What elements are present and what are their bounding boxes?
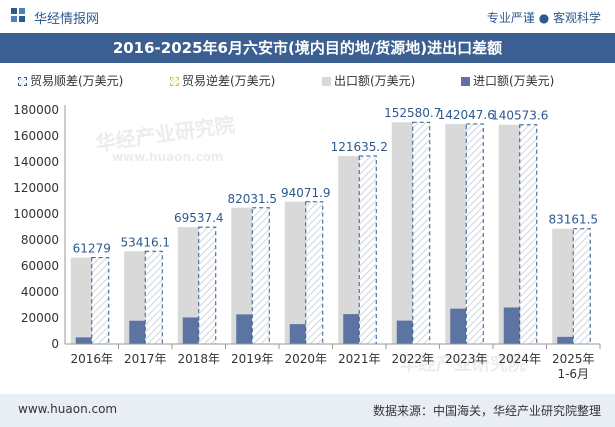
surplus-data-label: 83161.5 [548,213,598,227]
y-tick-label: 120000 [13,181,59,195]
surplus-data-label: 152580.7 [384,106,441,120]
y-tick-label: 0 [51,337,59,351]
export-bar [498,124,521,344]
import-bar [236,314,253,344]
import-bar [182,317,199,344]
legend-label-deficit: 贸易逆差(万美元) [182,74,276,88]
surplus-bar [519,124,538,345]
y-tick-label: 100000 [13,207,59,221]
export-bar [177,227,200,344]
chart-legend: 贸易顺差(万美元) 贸易逆差(万美元) 出口额(万美元) 进口额(万美元) [0,72,615,90]
import-bar [396,320,413,344]
y-tick-label: 180000 [13,103,59,117]
legend-swatch-export [322,77,331,86]
footer-source: 数据来源：中国海关，华经产业研究院整理 [372,404,601,418]
footer-url: www.huaon.com [18,402,118,416]
export-bar [445,124,468,344]
y-tick-label: 60000 [21,259,59,273]
surplus-bar [251,207,270,345]
surplus-bar [144,250,163,345]
surplus-bar [91,257,110,345]
y-tick-label: 160000 [13,129,59,143]
surplus-data-label: 121635.2 [331,140,388,154]
surplus-data-label: 142047.6 [438,108,495,122]
surplus-data-label: 53416.1 [120,235,170,249]
export-bar [552,228,575,344]
export-bar [391,122,414,344]
import-bar [75,337,92,344]
import-bar [503,307,520,344]
legend-label-import: 进口额(万美元) [473,74,555,88]
watermark-text-2: 华经产业研究院 [400,354,526,375]
site-name: 华经情报网 [34,12,100,27]
x-tick-label: 2019年 [231,352,274,366]
legend-label-export: 出口额(万美元) [334,74,416,88]
import-bar [343,314,360,344]
surplus-data-label: 69537.4 [174,211,224,225]
legend-swatch-surplus [18,77,27,86]
x-tick-label: 2018年 [177,352,220,366]
import-bar [450,308,467,344]
legend-swatch-deficit [170,77,179,86]
export-bar [70,257,93,344]
surplus-data-label: 82031.5 [227,192,277,206]
x-tick-label: 2025年 1-6月 [552,352,595,381]
surplus-bar [572,228,591,345]
slogan: 专业严谨 ● 客观科学 [486,11,601,25]
footer: www.huaon.com 数据来源：中国海关，华经产业研究院整理 [0,394,615,427]
chart-title: 2016-2025年6月六安市(境内目的地/货源地)进出口差额 [0,33,615,63]
import-bar [557,336,574,344]
top-bar: 华经情报网 专业严谨 ● 客观科学 [0,0,615,33]
legend-item-surplus: 贸易顺差(万美元) [18,72,123,89]
logo-icon [11,8,25,22]
export-bar [338,156,361,344]
legend-item-export: 出口额(万美元) [322,72,415,89]
x-tick-label: 2022年 [391,352,434,366]
export-bar [284,201,307,344]
x-tick-label: 2021年 [338,352,381,366]
surplus-bar [198,226,217,345]
legend-item-deficit: 贸易逆差(万美元) [170,72,275,89]
surplus-data-label: 61279 [73,242,111,256]
y-tick-label: 20000 [21,311,59,325]
surplus-bar [358,155,377,345]
surplus-bar [305,201,324,345]
import-bar [129,320,146,344]
legend-swatch-import [461,77,470,86]
x-tick-label: 2024年 [498,352,541,366]
legend-label-surplus: 贸易顺差(万美元) [30,74,124,88]
export-bar [231,207,254,344]
surplus-bar [412,121,431,345]
watermark-url: www.huaon.com [112,150,224,164]
chart-area: 0 20000 40000 60000 80000 100000 120000 140000 1… [13,103,601,381]
x-tick-label: 2020年 [284,352,327,366]
surplus-data-label: 94071.9 [281,186,331,200]
y-tick-label: 40000 [21,285,59,299]
x-tick-label: 2016年 [70,352,113,366]
x-tick-label: 2017年 [124,352,167,366]
surplus-data-label: 140573.6 [491,109,548,123]
y-tick-label: 80000 [21,233,59,247]
legend-item-import: 进口额(万美元) [461,72,554,89]
surplus-bar [465,123,484,345]
y-tick-label: 140000 [13,155,59,169]
import-bar [289,324,306,344]
x-tick-label: 2023年 [445,352,488,366]
